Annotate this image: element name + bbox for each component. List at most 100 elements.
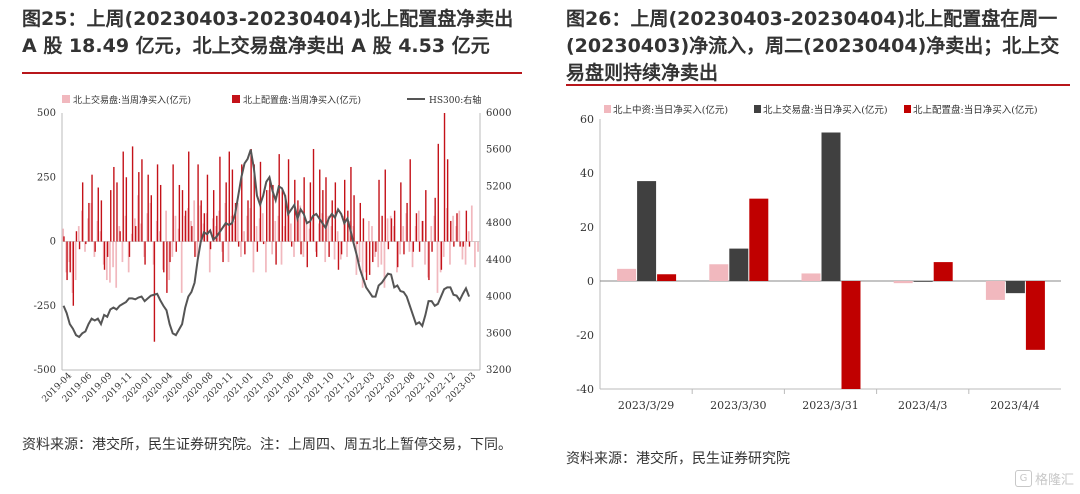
bar-series-2	[821, 132, 841, 281]
y-tick-label: 40	[580, 167, 594, 180]
trading-flow-bar	[421, 220, 423, 242]
allocation-flow-bar	[381, 215, 383, 242]
trading-flow-bar	[183, 215, 186, 242]
trading-flow-bar	[361, 241, 364, 288]
legend-label: 北上中资:当日净买入(亿元)	[613, 104, 728, 116]
trading-flow-bar	[165, 210, 167, 242]
trading-flow-bar	[180, 241, 183, 293]
trading-flow-bar	[467, 231, 470, 242]
allocation-flow-bar	[325, 177, 327, 242]
trading-flow-bar	[271, 241, 274, 255]
allocation-flow-bar	[456, 213, 458, 242]
trading-flow-bar	[93, 241, 96, 257]
y-tick-label: -20	[576, 329, 594, 342]
allocation-flow-bar	[113, 166, 115, 242]
allocation-flow-bar	[365, 241, 368, 281]
allocation-flow-bar	[253, 164, 255, 242]
allocation-flow-bar	[344, 179, 346, 242]
trading-flow-bar	[445, 208, 448, 242]
trading-flow-bar	[464, 241, 467, 265]
right-chart-svg: 北上中资:当日净买入(亿元) 北上交易盘:当日净买入(亿元) 北上配置盘:当日净买入…	[576, 104, 1061, 412]
trading-flow-bar	[339, 241, 342, 260]
trading-flow-bar	[236, 202, 239, 242]
allocation-flow-bar	[262, 241, 265, 245]
trading-flow-bar	[305, 220, 308, 242]
allocation-flow-bar	[393, 210, 396, 242]
trading-flow-bar	[155, 220, 158, 242]
trading-flow-bar	[255, 226, 258, 242]
allocation-flow-bar	[212, 190, 215, 242]
right-chart: 北上中资:当日净买入(亿元) 北上交易盘:当日净买入(亿元) 北上配置盘:当日净买入…	[566, 95, 1071, 420]
trading-flow-bar	[274, 220, 277, 242]
trading-flow-bar	[149, 202, 152, 242]
allocation-flow-bar	[421, 220, 424, 242]
allocation-flow-bar	[278, 154, 280, 242]
right-chart-title: 图26：上周(20230403-20230404)北上配置盘在周一(202304…	[566, 8, 1060, 84]
allocation-flow-bar	[418, 241, 421, 252]
bar-series-3	[841, 281, 861, 389]
allocation-flow-bar	[172, 164, 174, 242]
trading-flow-bar	[230, 215, 233, 242]
trading-flow-bar	[77, 226, 80, 242]
legend-label: 北上配置盘:当日净买入(亿元)	[913, 104, 1038, 116]
legend-label: 北上交易盘:当日净买入(亿元)	[763, 104, 888, 116]
x-tick-label: 2023/3/31	[802, 399, 858, 412]
trading-flow-bar	[458, 210, 461, 242]
x-tick-label: 2023/3/29	[618, 399, 674, 412]
allocation-flow-bar	[184, 210, 187, 242]
y-tick-label: -40	[576, 383, 594, 396]
trading-flow-bar	[417, 210, 420, 242]
allocation-flow-bar	[228, 151, 230, 242]
trading-flow-bar	[109, 241, 111, 283]
trading-flow-bar	[333, 241, 336, 260]
allocation-flow-bar	[188, 151, 190, 242]
allocation-flow-bar	[100, 200, 103, 242]
trading-flow-bar	[280, 241, 283, 265]
trading-flow-bar	[174, 215, 177, 242]
trading-flow-bar	[112, 241, 114, 268]
watermark: G 格隆汇	[1014, 469, 1074, 488]
right-y-tick-label: 5200	[486, 181, 511, 192]
left-y-tick-label: -500	[34, 365, 56, 376]
allocation-flow-bar	[428, 241, 430, 281]
bar-series-1	[985, 281, 1005, 300]
allocation-flow-bar	[110, 190, 112, 242]
legend-swatch	[904, 105, 911, 113]
allocation-flow-bar	[340, 241, 343, 255]
trading-flow-bar	[124, 215, 127, 242]
trading-flow-bar	[177, 228, 180, 242]
trading-flow-bar	[87, 218, 89, 242]
trading-flow-bar	[81, 210, 83, 242]
trading-flow-bar	[90, 202, 93, 242]
trading-flow-bar	[371, 226, 373, 242]
allocation-flow-bar	[368, 241, 371, 275]
trading-flow-bar	[299, 205, 302, 242]
allocation-flow-bar	[225, 182, 227, 242]
trading-flow-bar	[215, 226, 217, 242]
allocation-flow-bar	[297, 200, 299, 242]
allocation-flow-bar	[206, 174, 209, 242]
allocation-flow-bar	[409, 159, 411, 242]
legend-swatch	[754, 105, 761, 113]
trading-flow-bar	[330, 226, 333, 242]
allocation-flow-bar	[85, 241, 87, 245]
allocation-flow-bar	[122, 151, 124, 242]
allocation-flow-bar	[412, 241, 415, 252]
trading-flow-bar	[65, 241, 68, 273]
trading-flow-bar	[442, 241, 445, 257]
trading-flow-bar	[115, 241, 118, 288]
trading-flow-bar	[327, 215, 330, 242]
allocation-flow-bar	[166, 241, 168, 293]
trading-flow-bar	[389, 215, 392, 242]
allocation-flow-bar	[403, 241, 405, 255]
trading-flow-bar	[208, 241, 211, 273]
trading-flow-bar	[430, 226, 433, 242]
trading-flow-bar	[71, 241, 74, 293]
allocation-flow-bar	[244, 241, 246, 255]
allocation-flow-bar	[440, 241, 443, 270]
trading-flow-bar	[265, 241, 267, 273]
trading-flow-bar	[127, 241, 130, 273]
allocation-flow-bar	[269, 177, 271, 242]
trading-flow-bar	[302, 241, 305, 257]
allocation-flow-bar	[459, 241, 461, 247]
